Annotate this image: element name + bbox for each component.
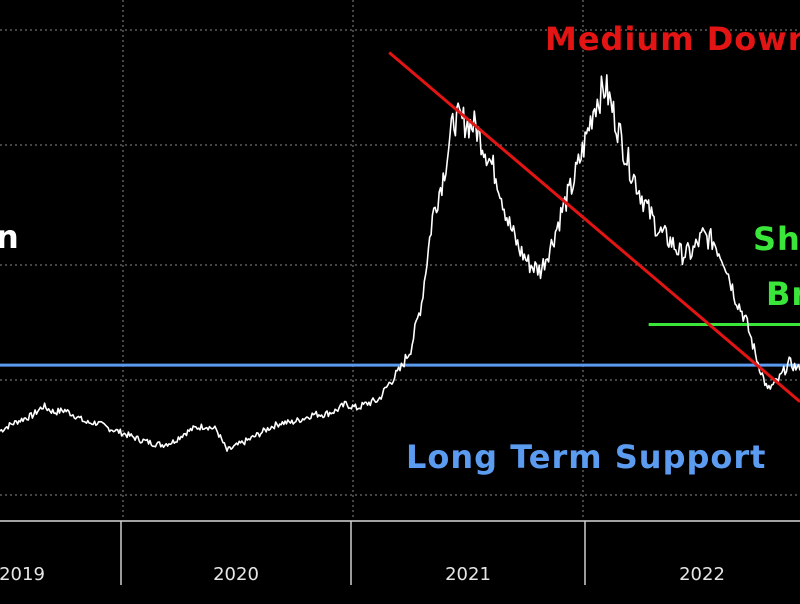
chart-title: n (0, 218, 20, 256)
downtrend-label: Medium Downtrend (545, 20, 800, 58)
grid-lines (0, 0, 800, 520)
price-series (0, 51, 800, 452)
x-axis: 2019 2020 2021 2022 (0, 520, 800, 585)
price-line (0, 74, 800, 452)
x-tick-label: 2020 (213, 564, 259, 585)
x-tick-label: 2019 (0, 564, 45, 585)
x-tick-label: 2021 (445, 564, 491, 585)
reference-lines (0, 323, 800, 367)
breakout-label-line1: Sh (753, 220, 800, 258)
support-label: Long Term Support (406, 438, 766, 476)
downtrend-line (388, 51, 800, 403)
annotation-labels: n Medium Downtrend Sh Br Long Term Suppo… (0, 20, 800, 476)
x-tick-label: 2022 (679, 564, 725, 585)
breakout-label-line2: Br (766, 275, 800, 313)
